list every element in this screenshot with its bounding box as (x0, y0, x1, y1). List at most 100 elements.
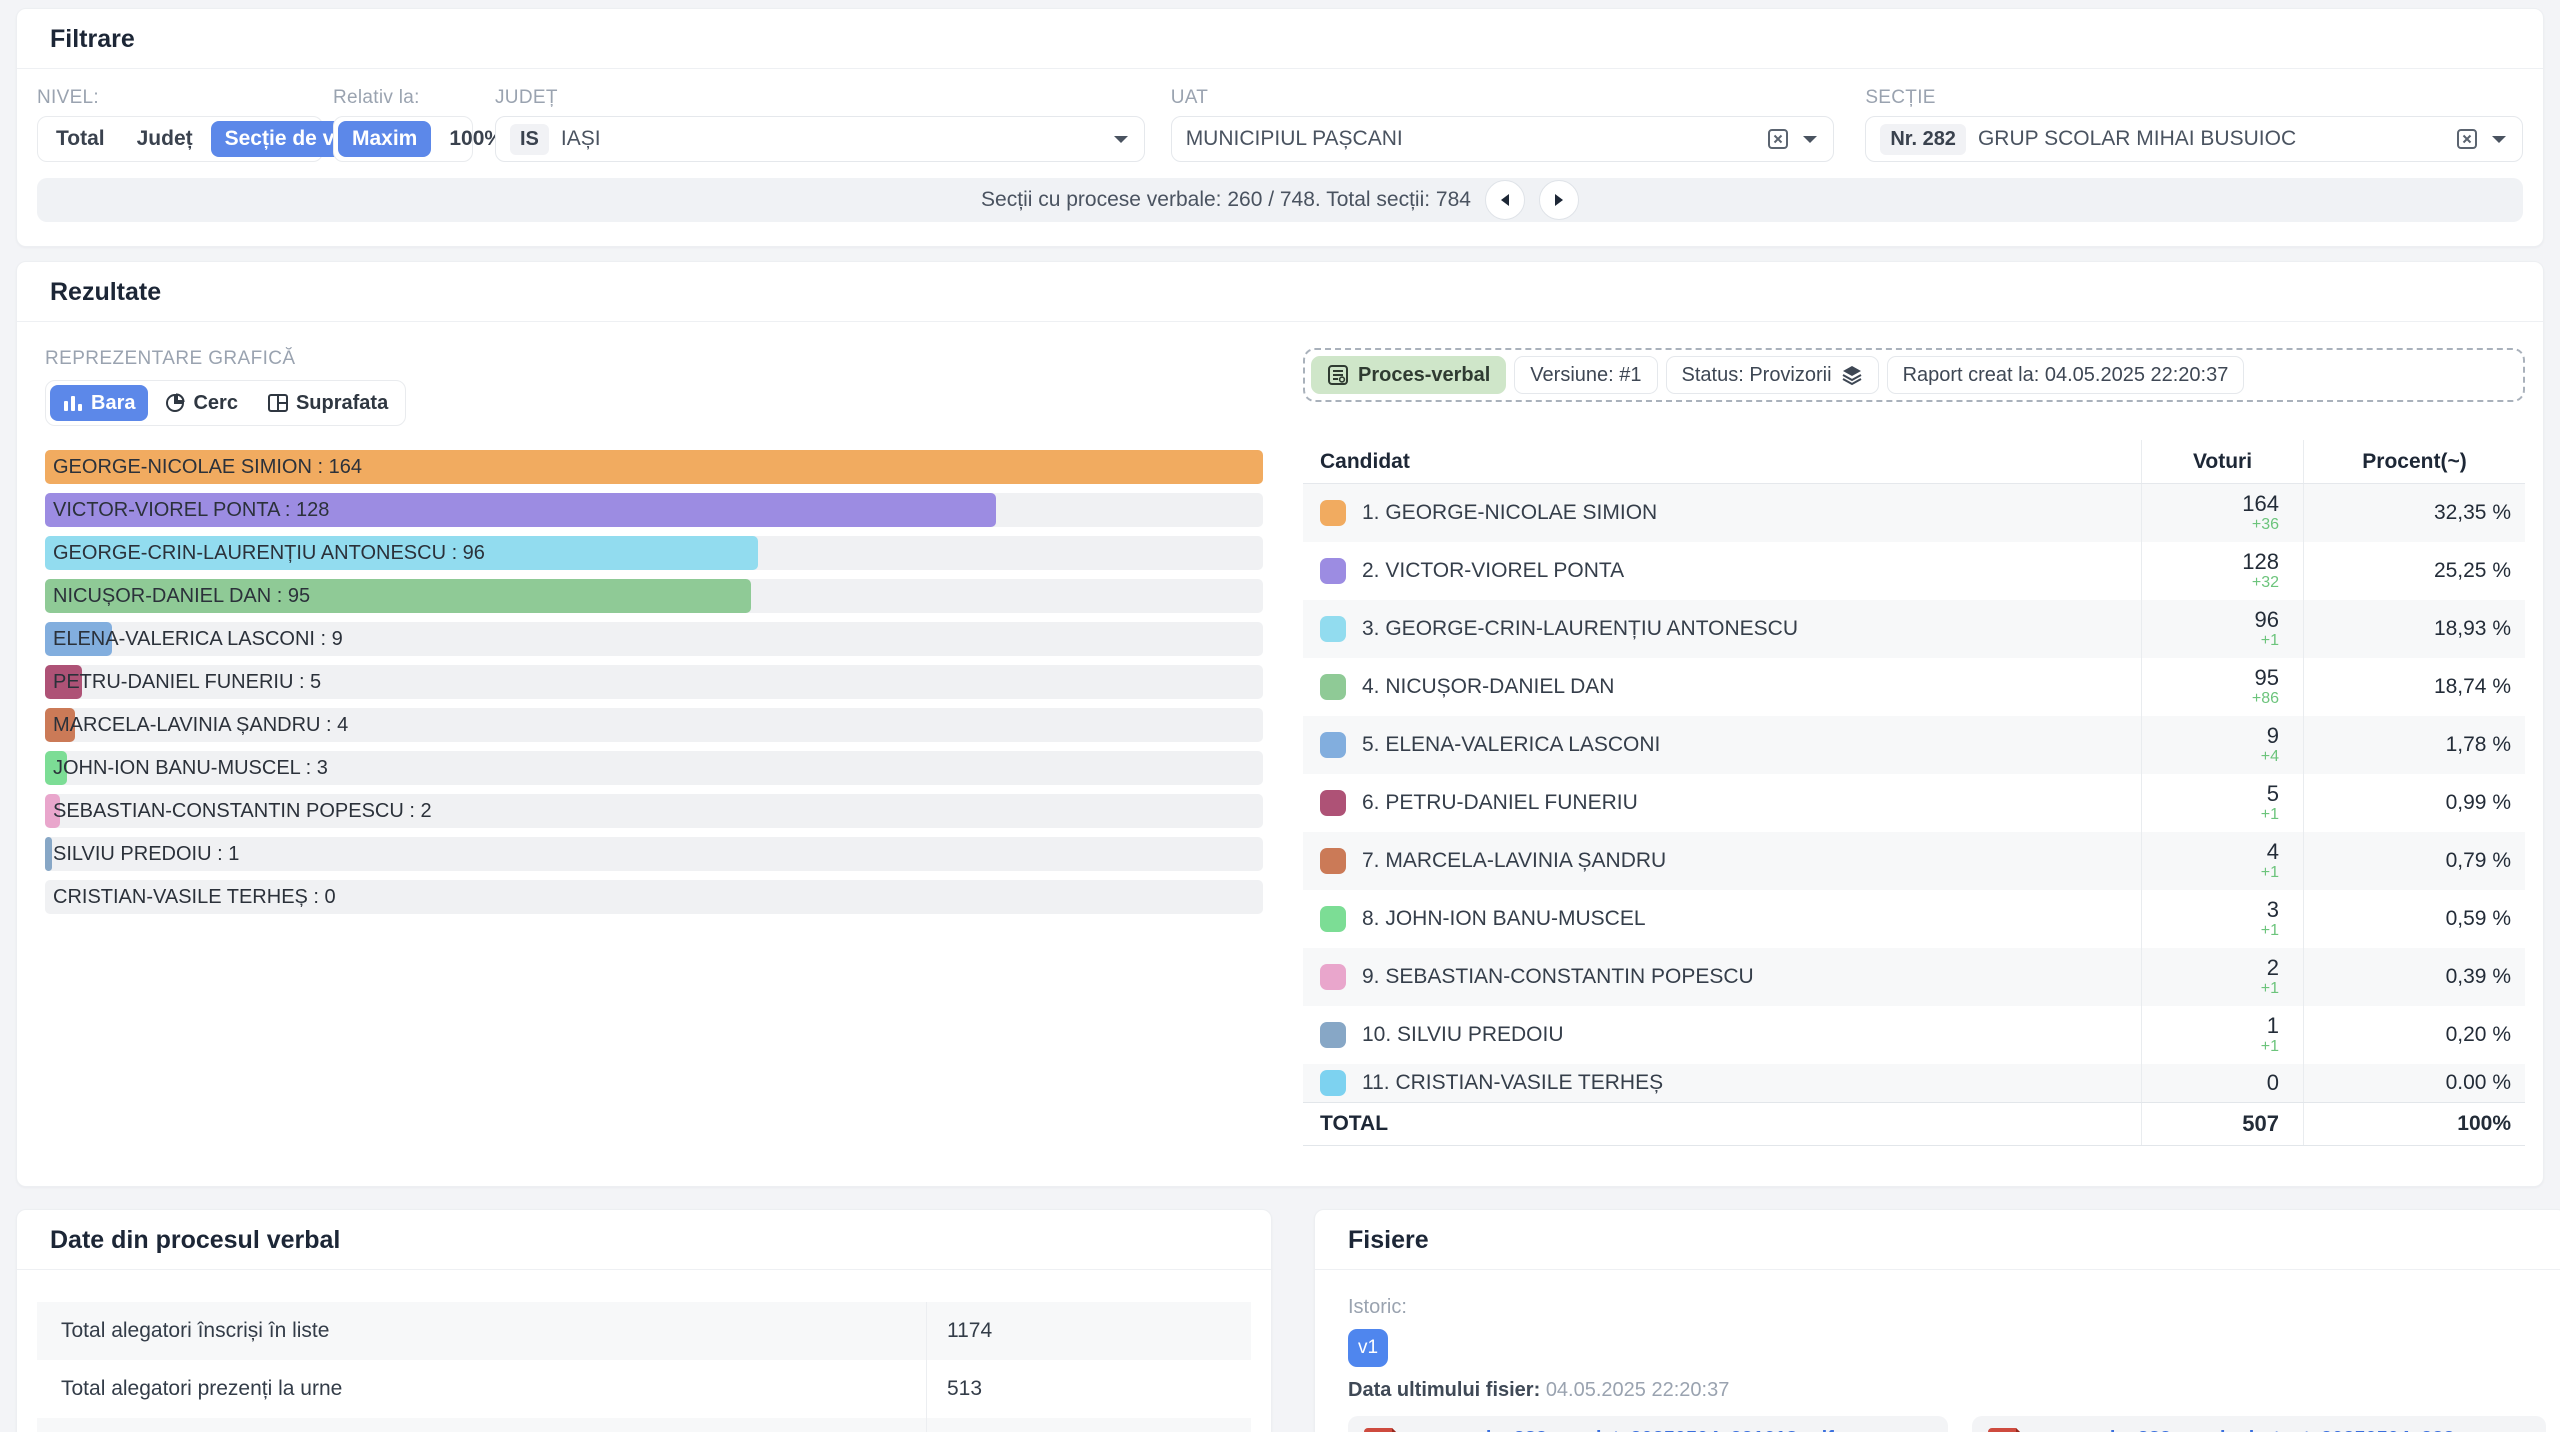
nivel-label: NIVEL: (37, 87, 99, 108)
chart-section-label: REPREZENTARE GRAFICĂ (45, 348, 296, 369)
votes-cell: 9 +4 (2141, 716, 2303, 774)
bar-row[interactable]: PETRU-DANIEL FUNERIU : 5 (45, 665, 1263, 699)
percent-cell: 18,93 % (2303, 600, 2525, 658)
percent-cell: 1,78 % (2303, 716, 2525, 774)
votes-cell: 0 (2141, 1064, 2303, 1102)
nivel-segmented-control: Total Județ Secție de votare (37, 116, 400, 162)
candidate-cell: 5. ELENA-VALERICA LASCONI (1303, 716, 2141, 774)
table-row[interactable]: 10. SILVIU PREDOIU 1 +1 0,20 % (1303, 1006, 2525, 1064)
pie-chart-icon (165, 393, 186, 413)
table-row[interactable]: 1. GEORGE-NICOLAE SIMION 164 +36 32,35 % (1303, 484, 2525, 542)
pv-row-value: 1174 (947, 1319, 993, 1342)
total-votes: 507 (2242, 1111, 2279, 1136)
relativ-option-100[interactable]: 100% (449, 127, 504, 150)
chart-type-tabs: Bara Cerc Suprafata (45, 380, 407, 426)
votes-delta: +1 (2260, 922, 2279, 939)
files-card: Fisiere Istoric: v1 Data ultimului fisie… (1314, 1209, 2560, 1432)
bar-row[interactable]: VICTOR-VIOREL PONTA : 128 (45, 493, 1263, 527)
votes-value: 128 (2242, 549, 2279, 574)
votes-value: 0 (2266, 1070, 2279, 1095)
chevron-down-icon[interactable] (1112, 134, 1130, 145)
tab-bara[interactable]: Bara (50, 385, 149, 421)
results-card: Rezultate REPREZENTARE GRAFICĂ Bara (16, 261, 2544, 1187)
table-row[interactable]: 3. GEORGE-CRIN-LAURENȚIU ANTONESCU 96 +1… (1303, 600, 2525, 658)
table-row[interactable]: 2. VICTOR-VIOREL PONTA 128 +32 25,25 % (1303, 542, 2525, 600)
uat-select[interactable]: MUNICIPIUL PAȘCANI (1170, 116, 1835, 162)
table-row[interactable]: 7. MARCELA-LAVINIA ȘANDRU 4 +1 0,79 % (1303, 832, 2525, 890)
table-row[interactable]: 11. CRISTIAN-VASILE TERHEȘ 0 0.00 % (1303, 1064, 2525, 1102)
bar-label: GEORGE-CRIN-LAURENȚIU ANTONESCU : 96 (53, 541, 485, 564)
bar-row[interactable]: CRISTIAN-VASILE TERHEȘ : 0 (45, 880, 1263, 914)
next-section-button[interactable] (1538, 180, 1579, 220)
bar-fill (45, 622, 112, 656)
bar-row[interactable]: JOHN-ION BANU-MUSCEL : 3 (45, 751, 1263, 785)
bar-row[interactable]: SILVIU PREDOIU : 1 (45, 837, 1263, 871)
file-link[interactable]: pv_sv_is_282_prsd_t_20250504_221618.pdf (1418, 1428, 1856, 1432)
clear-icon[interactable] (1767, 128, 1789, 150)
relativ-option-maxim[interactable]: Maxim (338, 121, 432, 157)
table-row[interactable]: 9. SEBASTIAN-CONSTANTIN POPESCU 2 +1 0,3… (1303, 948, 2525, 1006)
bar-fill (45, 794, 60, 828)
candidate-color-swatch (1320, 906, 1346, 932)
clear-icon[interactable] (2456, 128, 2478, 150)
percent-cell: 0,99 % (2303, 774, 2525, 832)
files-header: Fisiere (1315, 1210, 2560, 1270)
bar-chart-icon (63, 394, 83, 412)
table-row[interactable]: 6. PETRU-DANIEL FUNERIU 5 +1 0,99 % (1303, 774, 2525, 832)
table-row[interactable]: 8. JOHN-ION BANU-MUSCEL 3 +1 0,59 % (1303, 890, 2525, 948)
file-card: PDF pv_sv_is_282_prsd_photo_t_20250504_2… (1972, 1416, 2546, 1432)
proces-verbal-chip[interactable]: Proces-verbal (1311, 356, 1507, 394)
bar-label: PETRU-DANIEL FUNERIU : 5 (53, 670, 322, 693)
bar-row[interactable]: NICUȘOR-DANIEL DAN : 95 (45, 579, 1263, 613)
sections-status-text: Secții cu procese verbale: 260 / 748. To… (981, 188, 1471, 211)
sectie-select[interactable]: Nr. 282 GRUP SCOLAR MIHAI BUSUIOC (1865, 116, 2523, 162)
candidate-color-swatch (1320, 1070, 1346, 1096)
candidate-color-swatch (1320, 1022, 1346, 1048)
prev-section-button[interactable] (1484, 180, 1525, 220)
candidate-name: 9. SEBASTIAN-CONSTANTIN POPESCU (1362, 965, 1754, 988)
filter-header: Filtrare (17, 9, 2543, 69)
last-file-line: Data ultimului fisier: 04.05.2025 22:20:… (1348, 1379, 2546, 1402)
table-row[interactable]: 4. NICUȘOR-DANIEL DAN 95 +86 18,74 % (1303, 658, 2525, 716)
version-v1-chip[interactable]: v1 (1348, 1329, 1388, 1367)
votes-delta: +1 (2260, 632, 2279, 649)
table-row[interactable]: 5. ELENA-VALERICA LASCONI 9 +4 1,78 % (1303, 716, 2525, 774)
results-header: Rezultate (17, 262, 2543, 322)
bar-fill (45, 493, 996, 527)
votes-delta: +36 (2251, 516, 2279, 533)
candidate-color-swatch (1320, 964, 1346, 990)
tab-cerc[interactable]: Cerc (152, 385, 250, 421)
candidate-color-swatch (1320, 500, 1346, 526)
bar-row[interactable]: GEORGE-CRIN-LAURENȚIU ANTONESCU : 96 (45, 536, 1263, 570)
status-chip[interactable]: Status: Provizorii (1665, 356, 1879, 394)
candidate-color-swatch (1320, 558, 1346, 584)
chevron-down-icon[interactable] (2490, 134, 2508, 145)
document-icon (1327, 364, 1349, 386)
bar-row[interactable]: MARCELA-LAVINIA ȘANDRU : 4 (45, 708, 1263, 742)
votes-delta: +4 (2260, 748, 2279, 765)
candidate-cell: 10. SILVIU PREDOIU (1303, 1006, 2141, 1064)
bar-row[interactable]: ELENA-VALERICA LASCONI : 9 (45, 622, 1263, 656)
judet-select[interactable]: IS IAȘI (495, 116, 1145, 162)
pdf-file-icon: PDF (1364, 1428, 1404, 1432)
file-card: PDF pv_sv_is_282_prsd_t_20250504_221618.… (1348, 1416, 1948, 1432)
relativ-label: Relativ la: (333, 87, 420, 108)
tab-suprafata[interactable]: Suprafata (255, 385, 401, 421)
judet-code-badge: IS (510, 123, 549, 155)
bar-fill (45, 751, 68, 785)
uat-value: MUNICIPIUL PAȘCANI (1185, 127, 1403, 150)
nivel-option-judet[interactable]: Județ (136, 127, 193, 150)
horizontal-bar-chart: GEORGE-NICOLAE SIMION : 164 VICTOR-VIOREL… (45, 450, 1263, 914)
candidate-cell: 7. MARCELA-LAVINIA ȘANDRU (1303, 832, 2141, 890)
treemap-icon (267, 394, 288, 412)
chevron-down-icon[interactable] (1801, 134, 1819, 145)
bar-fill (45, 536, 758, 570)
votes-value: 1 (2266, 1013, 2279, 1038)
bar-row[interactable]: GEORGE-NICOLAE SIMION : 164 (45, 450, 1263, 484)
bar-row[interactable]: SEBASTIAN-CONSTANTIN POPESCU : 2 (45, 794, 1263, 828)
file-link[interactable]: pv_sv_is_282_prsd_photo_t_20250504_22202… (2042, 1428, 2454, 1432)
votes-value: 9 (2266, 723, 2279, 748)
candidate-color-swatch (1320, 790, 1346, 816)
nivel-option-total[interactable]: Total (56, 127, 105, 150)
header-procent: Procent(~) (2303, 440, 2525, 483)
